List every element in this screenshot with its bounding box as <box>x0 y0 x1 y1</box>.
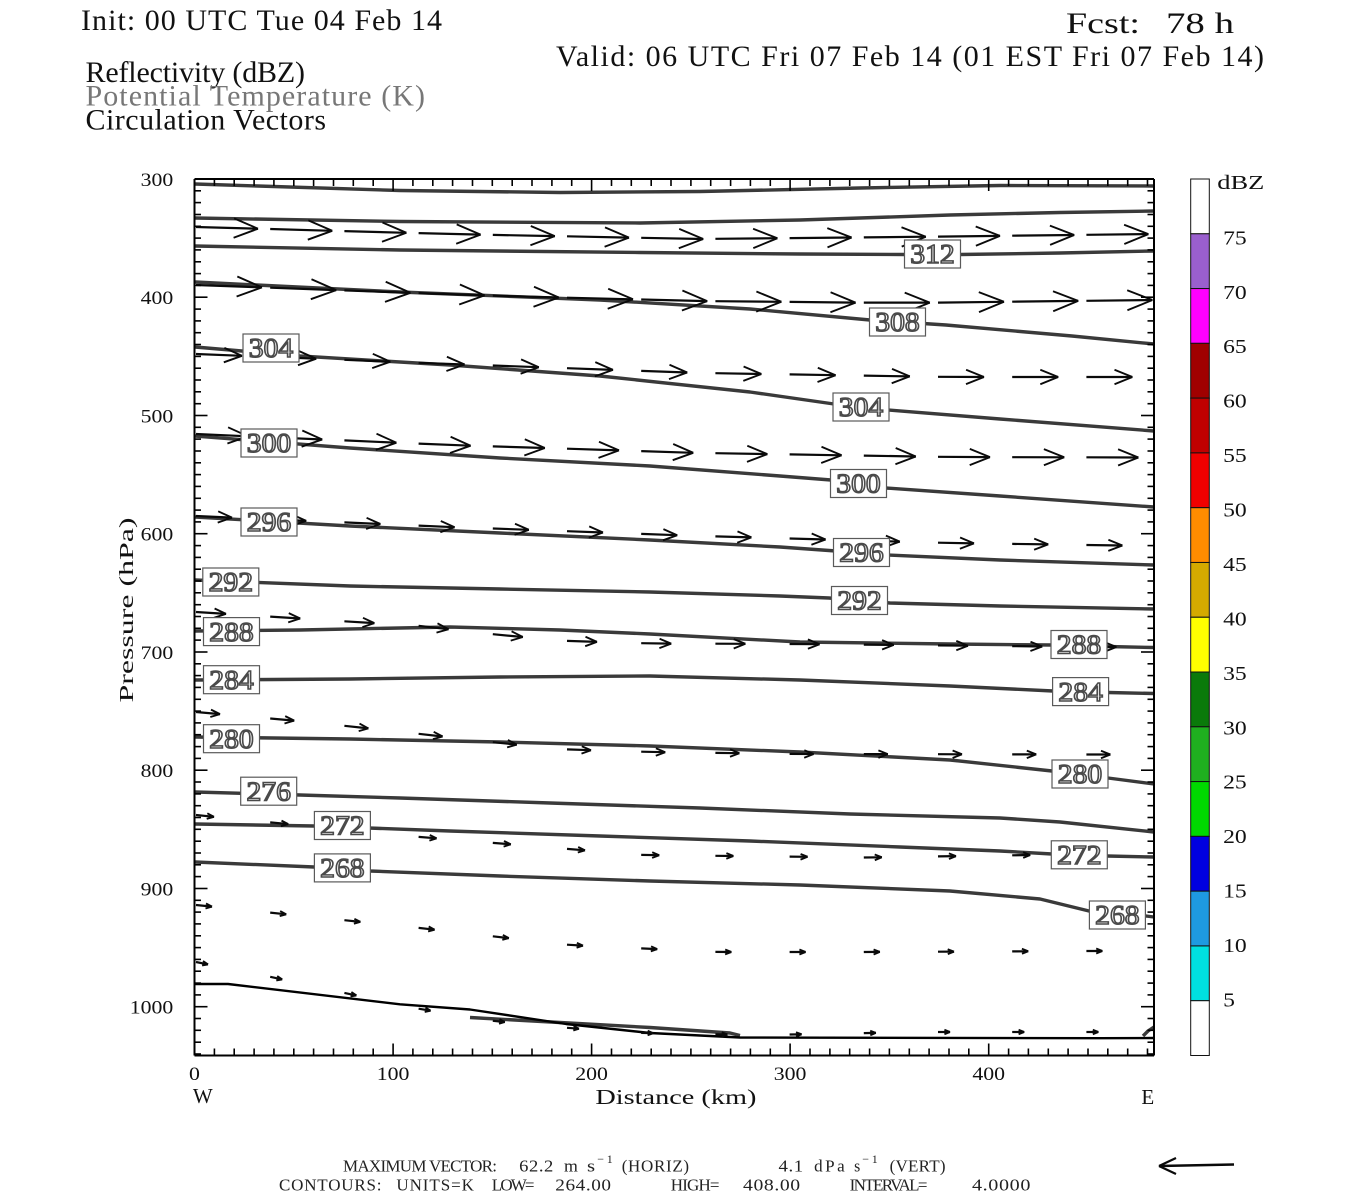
svg-text:75: 75 <box>1223 227 1247 249</box>
svg-text:268: 268 <box>320 853 364 883</box>
svg-text:15: 15 <box>1223 881 1247 903</box>
svg-text:288: 288 <box>1057 630 1101 660</box>
svg-text:30: 30 <box>1223 717 1247 739</box>
svg-text:268: 268 <box>1095 900 1139 930</box>
svg-text:700: 700 <box>141 644 174 664</box>
svg-text:LOW=: LOW= <box>492 1176 535 1195</box>
svg-text:40: 40 <box>1223 608 1247 630</box>
svg-text:292: 292 <box>209 567 253 597</box>
svg-text:62.2: 62.2 <box>519 1157 554 1176</box>
svg-text:296: 296 <box>839 538 883 568</box>
svg-text:50: 50 <box>1223 500 1247 522</box>
svg-text:5: 5 <box>1223 989 1235 1011</box>
svg-text:400: 400 <box>972 1065 1005 1085</box>
svg-text:Valid: 06 UTC Fri 07 Feb 14 (0: Valid: 06 UTC Fri 07 Feb 14 (01 EST Fri … <box>556 40 1264 73</box>
svg-text:272: 272 <box>1057 840 1101 870</box>
svg-text:292: 292 <box>837 586 881 616</box>
svg-text:HIGH=: HIGH= <box>671 1176 720 1195</box>
svg-text:78 h: 78 h <box>1166 7 1234 40</box>
svg-text:Pressure (hPa): Pressure (hPa) <box>116 518 138 703</box>
svg-text:INTERVAL=: INTERVAL= <box>850 1176 928 1195</box>
svg-text:35: 35 <box>1223 663 1247 685</box>
svg-text:1000: 1000 <box>130 999 174 1019</box>
svg-text:200: 200 <box>575 1065 608 1085</box>
svg-text:280: 280 <box>1058 759 1102 789</box>
svg-text:20: 20 <box>1223 826 1247 848</box>
svg-text:45: 45 <box>1223 554 1247 576</box>
svg-text:s: s <box>587 1157 596 1176</box>
svg-text:264.00: 264.00 <box>555 1176 611 1195</box>
svg-text:(VERT): (VERT) <box>890 1157 946 1176</box>
svg-text:dPa: dPa <box>814 1157 845 1176</box>
svg-text:60: 60 <box>1223 391 1247 413</box>
svg-text:300: 300 <box>247 428 291 458</box>
svg-text:4.0000: 4.0000 <box>972 1176 1031 1195</box>
svg-text:10: 10 <box>1223 935 1247 957</box>
svg-text:MAXIMUM VECTOR:: MAXIMUM VECTOR: <box>343 1157 498 1176</box>
svg-text:Circulation Vectors: Circulation Vectors <box>86 103 327 136</box>
svg-text:284: 284 <box>1058 677 1103 707</box>
svg-text:900: 900 <box>141 880 174 900</box>
svg-text:100: 100 <box>377 1065 410 1085</box>
svg-text:296: 296 <box>247 507 291 537</box>
svg-text:272: 272 <box>320 811 364 841</box>
svg-text:312: 312 <box>910 239 954 269</box>
svg-text:m: m <box>564 1157 578 1176</box>
svg-text:408.00: 408.00 <box>743 1176 801 1195</box>
svg-text:(HORIZ): (HORIZ) <box>622 1157 690 1176</box>
svg-text:304: 304 <box>249 333 294 363</box>
svg-text:276: 276 <box>247 776 291 806</box>
svg-text:25: 25 <box>1223 772 1247 794</box>
svg-text:W: W <box>193 1084 213 1108</box>
svg-text:288: 288 <box>209 617 253 647</box>
svg-text:800: 800 <box>141 762 174 782</box>
svg-text:284: 284 <box>209 665 254 695</box>
svg-text:s: s <box>854 1157 861 1176</box>
svg-text:70: 70 <box>1223 282 1247 304</box>
svg-text:280: 280 <box>209 724 253 754</box>
svg-text:Init: 00 UTC Tue 04 Feb 14: Init: 00 UTC Tue 04 Feb 14 <box>81 4 442 37</box>
svg-text:4.1: 4.1 <box>779 1157 804 1176</box>
svg-text:400: 400 <box>141 289 174 309</box>
svg-text:UNITS=K: UNITS=K <box>396 1176 474 1195</box>
svg-text:CONTOURS:: CONTOURS: <box>279 1176 382 1195</box>
svg-text:600: 600 <box>141 526 174 546</box>
svg-text:Fcst:: Fcst: <box>1066 7 1140 40</box>
svg-text:Distance (km): Distance (km) <box>595 1085 756 1109</box>
svg-text:Reflectivity (dBZ): Reflectivity (dBZ) <box>86 56 306 89</box>
svg-text:300: 300 <box>141 171 174 191</box>
svg-text:300: 300 <box>836 469 880 499</box>
svg-text:304: 304 <box>839 392 884 422</box>
svg-text:55: 55 <box>1223 445 1247 467</box>
svg-text:dBZ: dBZ <box>1217 173 1264 194</box>
svg-text:500: 500 <box>141 407 174 427</box>
svg-text:308: 308 <box>875 307 919 337</box>
svg-text:E: E <box>1141 1085 1154 1109</box>
svg-text:65: 65 <box>1223 336 1247 358</box>
svg-text:300: 300 <box>774 1065 807 1085</box>
svg-text:0: 0 <box>189 1065 200 1085</box>
